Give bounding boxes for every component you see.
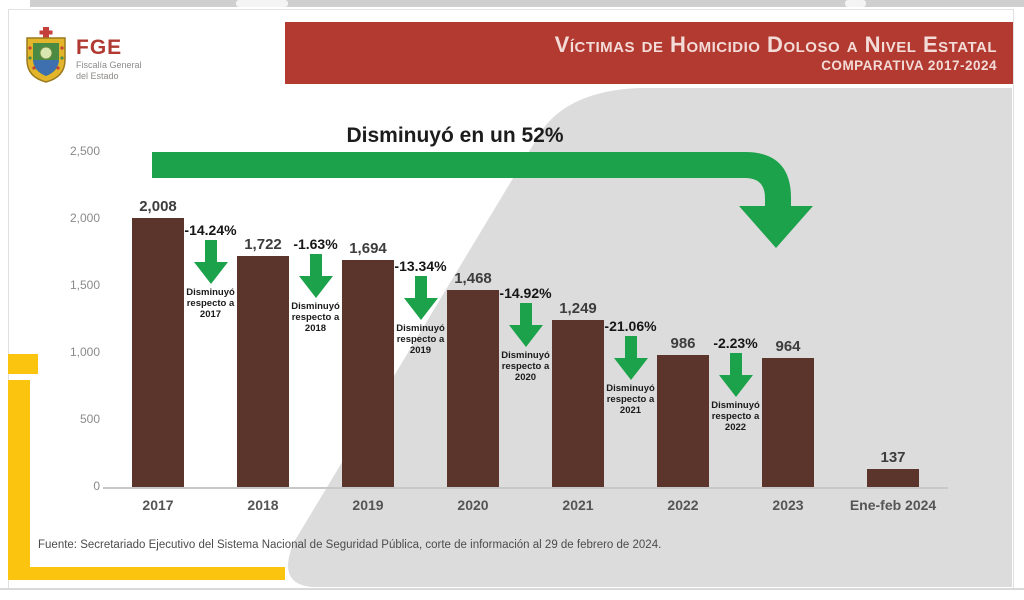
bar-2018	[237, 256, 289, 487]
fge-coat-of-arms-logo	[26, 27, 66, 83]
decrease-percentage-label: -1.63%	[293, 236, 338, 252]
decrease-percentage-label: -21.06%	[604, 318, 657, 334]
bar-2020	[447, 290, 499, 487]
decrease-note-label: Disminuyó respecto a 2018	[291, 301, 340, 334]
x-axis-category-label: 2022	[667, 497, 699, 513]
decrease-percentage-label: -13.34%	[394, 258, 447, 274]
page-subtitle: COMPARATIVA 2017-2024	[821, 57, 997, 73]
bar-Ene-feb 2024	[867, 469, 919, 487]
x-axis-category-label: 2019	[352, 497, 384, 513]
bar-2021	[552, 320, 604, 487]
bar-2023	[762, 358, 814, 487]
decrease-arrow-icon	[508, 303, 543, 347]
decrease-arrow-icon	[613, 336, 648, 380]
bar-value-label: 1,468	[454, 270, 492, 287]
y-axis-tick-label: 1,000	[69, 345, 100, 359]
slide-border	[8, 9, 1014, 10]
y-axis-tick-label: 0	[93, 479, 100, 493]
x-axis-category-label: 2023	[772, 497, 804, 513]
slide-border	[0, 588, 1024, 590]
decrease-note-label: Disminuyó respecto a 2017	[186, 287, 235, 320]
y-axis-tick-label: 2,500	[69, 144, 100, 158]
decrease-arrow-icon	[298, 254, 333, 298]
bar-value-label: 137	[880, 449, 906, 466]
logo-acronym: FGE	[76, 36, 123, 59]
scrollbar-thumb-2[interactable]	[845, 0, 866, 7]
decrease-note-label: Disminuyó respecto a 2021	[606, 383, 655, 416]
logo-org-name: Fiscalía General del Estado	[76, 60, 142, 82]
slide-border	[8, 9, 9, 588]
y-axis-tick-label: 500	[79, 412, 100, 426]
bar-value-label: 2,008	[139, 198, 177, 215]
decrease-percentage-label: -14.92%	[499, 285, 552, 301]
y-axis-tick-label: 1,500	[69, 278, 100, 292]
slide-border	[1013, 9, 1014, 588]
logo-org-line1: Fiscalía General	[76, 60, 142, 70]
x-axis-category-label: 2017	[142, 497, 174, 513]
x-axis-category-label: 2018	[247, 497, 279, 513]
decrease-note-label: Disminuyó respecto a 2019	[396, 323, 445, 356]
bar-value-label: 1,694	[349, 240, 387, 257]
logo-org-line2: del Estado	[76, 71, 119, 81]
decrease-note-label: Disminuyó respecto a 2022	[711, 400, 760, 433]
decrease-percentage-label: -2.23%	[713, 335, 758, 351]
page-title: Víctimas de Homicidio Doloso a Nivel Est…	[554, 32, 997, 58]
y-axis-tick-label: 2,000	[69, 211, 100, 225]
yellow-accent-square	[8, 354, 38, 374]
bar-value-label: 1,249	[559, 300, 597, 317]
top-scrollbar[interactable]	[30, 0, 1024, 7]
decrease-percentage-label: -14.24%	[184, 222, 237, 238]
yellow-accent-vertical-bar	[8, 380, 30, 580]
bar-value-label: 964	[775, 338, 801, 355]
decrease-arrow-icon	[718, 353, 753, 397]
x-axis-category-label: 2020	[457, 497, 489, 513]
x-axis-category-label: Ene-feb 2024	[849, 497, 937, 513]
yellow-accent-horizontal-bar	[8, 567, 285, 580]
scrollbar-thumb[interactable]	[236, 0, 288, 7]
x-axis-line	[103, 487, 948, 489]
bar-value-label: 986	[670, 335, 696, 352]
source-note: Fuente: Secretariado Ejecutivo del Siste…	[38, 539, 662, 551]
bar-2022	[657, 355, 709, 487]
decrease-arrow-icon	[193, 240, 228, 284]
chart-headline: Disminuyó en un 52%	[346, 124, 564, 147]
decrease-note-label: Disminuyó respecto a 2020	[501, 350, 550, 383]
bar-2017	[132, 218, 184, 487]
bar-value-label: 1,722	[244, 236, 282, 253]
bar-2019	[342, 260, 394, 487]
decrease-arrow-icon	[403, 276, 438, 320]
title-banner: Víctimas de Homicidio Doloso a Nivel Est…	[285, 22, 1013, 84]
x-axis-category-label: 2021	[562, 497, 594, 513]
